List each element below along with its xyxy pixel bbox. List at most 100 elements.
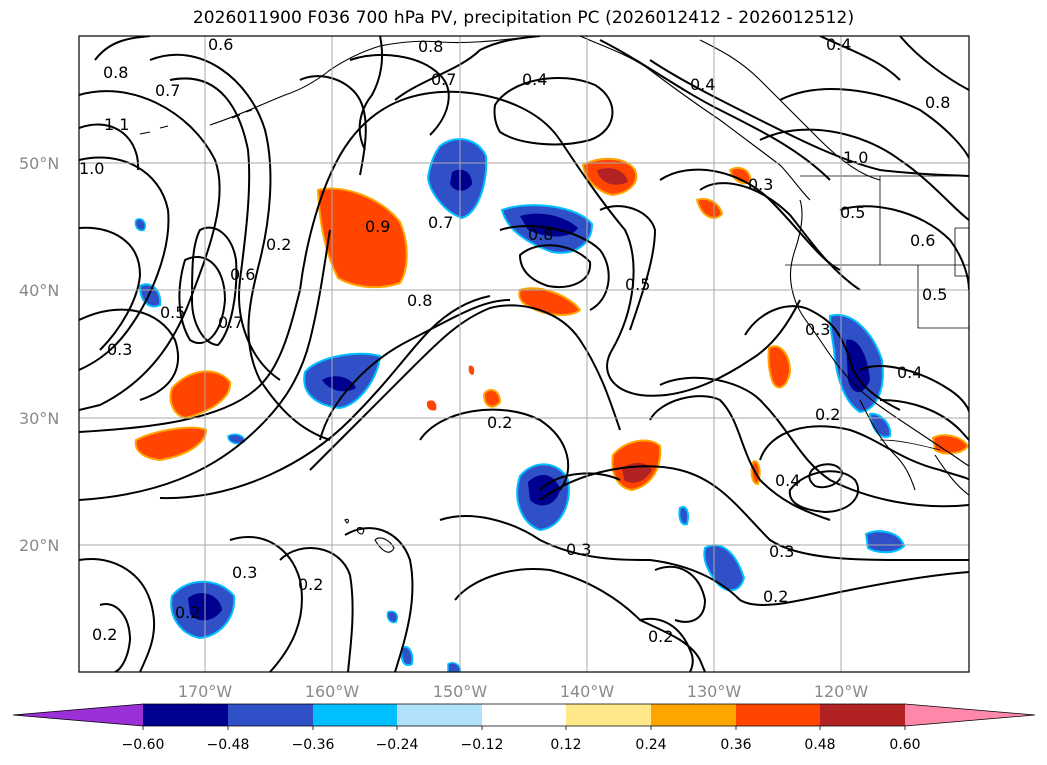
pv-contour — [309, 304, 621, 471]
coastline — [356, 526, 365, 535]
precip-negative-blob — [864, 530, 906, 554]
pv-contour — [79, 308, 180, 401]
contour-label: 1.0 — [843, 148, 868, 167]
pv-contour — [149, 53, 331, 441]
precip-negative-blob — [134, 218, 147, 232]
lat-label: 40°N — [19, 281, 59, 300]
contour-label: 0.2 — [266, 235, 291, 254]
pv-contour — [299, 75, 367, 176]
pv-contour — [649, 395, 831, 521]
pv-contour — [899, 36, 969, 91]
pv-contour — [319, 299, 511, 441]
colorbar-tick-label: −0.24 — [376, 737, 419, 753]
precip-positive-blob — [931, 434, 969, 455]
colorbar-segment — [482, 704, 566, 726]
longitude-labels: 170°W 160°W 150°W 140°W 130°W 120°W — [178, 682, 869, 701]
political-borders — [785, 175, 969, 451]
coastline — [699, 39, 881, 181]
contour-label: 0.4 — [826, 35, 851, 54]
lon-label: 160°W — [305, 682, 360, 701]
coastline — [209, 37, 521, 126]
colorbar-segment — [820, 704, 905, 726]
border — [954, 227, 969, 277]
contour-label: 0.4 — [522, 70, 547, 89]
lon-label: 130°W — [687, 682, 742, 701]
pv-contour — [808, 463, 843, 489]
precip-negative-blob — [400, 646, 414, 666]
colorbar: −0.60 −0.48 −0.36 −0.24 −0.12 0.12 0.24 … — [12, 703, 1036, 753]
contour-label: 0.4 — [897, 363, 922, 382]
pv-contour — [539, 465, 969, 562]
contour-label: 0.8 — [528, 225, 553, 244]
precip-negative-blob — [450, 169, 472, 191]
pv-contour — [349, 54, 450, 136]
pv-contour — [159, 295, 491, 500]
contour-label: 0.2 — [92, 625, 117, 644]
contour-label: 0.4 — [690, 75, 715, 94]
colorbar-extend-left — [13, 704, 143, 726]
pv-contour — [439, 515, 969, 606]
lat-label: 20°N — [19, 536, 59, 555]
contour-label: 0.2 — [815, 405, 840, 424]
contour-label: 0.5 — [625, 275, 650, 294]
precip-positive-blob — [482, 388, 502, 408]
pv-contour — [659, 376, 969, 508]
contour-label: 0.5 — [840, 203, 865, 222]
precip-positive-blob — [767, 345, 792, 389]
precip-negative-blob — [386, 610, 399, 624]
pv-contour — [699, 182, 861, 291]
pv-contour — [839, 205, 969, 291]
precip-negative-blob — [678, 506, 690, 526]
coastline — [934, 454, 969, 496]
precip-positive-blob — [597, 168, 628, 185]
colorbar-segment — [313, 704, 397, 726]
precip-negative-blob — [447, 661, 462, 672]
precip-negative-blob — [528, 475, 560, 506]
lon-label: 120°W — [814, 682, 869, 701]
colorbar-segment — [736, 704, 820, 726]
pv-contour — [454, 568, 706, 672]
precip-positive-blob — [468, 365, 475, 375]
contour-label: 1.1 — [104, 115, 129, 134]
contour-label: 0.7 — [431, 70, 456, 89]
border — [917, 265, 969, 329]
pv-contour — [493, 77, 614, 146]
map-frame — [78, 35, 970, 673]
lon-label: 150°W — [433, 682, 488, 701]
contour-label: 0.9 — [365, 217, 390, 236]
contour-label: 0.3 — [232, 563, 257, 582]
pv-contour — [178, 255, 226, 345]
pv-contour — [499, 225, 610, 311]
gridlines — [79, 36, 969, 672]
contour-label: 0.3 — [748, 175, 773, 194]
pv-contour — [344, 527, 414, 672]
precip-positive-blob — [169, 370, 232, 420]
pv-contour — [79, 90, 221, 411]
pv-contour — [649, 59, 969, 177]
pv-contour — [279, 547, 354, 672]
precip-negative-blob — [846, 339, 870, 392]
contour-label: 0.2 — [175, 603, 200, 622]
colorbar-segment — [651, 704, 736, 726]
contour-label: 0.2 — [487, 413, 512, 432]
contour-label: 0.6 — [230, 265, 255, 284]
colorbar-segment — [228, 704, 313, 726]
pv-contour — [788, 470, 860, 513]
map-title: 2026011900 F036 700 hPa PV, precipitatio… — [192, 8, 855, 28]
colorbar-tick-label: 0.36 — [720, 737, 751, 753]
pv-contour — [599, 39, 831, 181]
precip-positive-blob — [316, 187, 408, 289]
lon-label: 140°W — [560, 682, 615, 701]
pv-contour — [879, 399, 969, 441]
colorbar-tick-label: 0.24 — [635, 737, 666, 753]
pv-contours — [79, 36, 969, 672]
pv-contour — [79, 226, 141, 351]
pv-contour — [169, 77, 281, 381]
coastlines — [139, 36, 969, 553]
contour-label: 0.3 — [805, 320, 830, 339]
colorbar-tick-label: 0.60 — [889, 737, 920, 753]
contour-label: 0.2 — [763, 587, 788, 606]
pv-contour — [229, 535, 303, 672]
contour-labels: 0.8 0.7 0.6 1.1 1.0 0.2 0.6 0.7 0.5 0.3 … — [79, 35, 950, 646]
